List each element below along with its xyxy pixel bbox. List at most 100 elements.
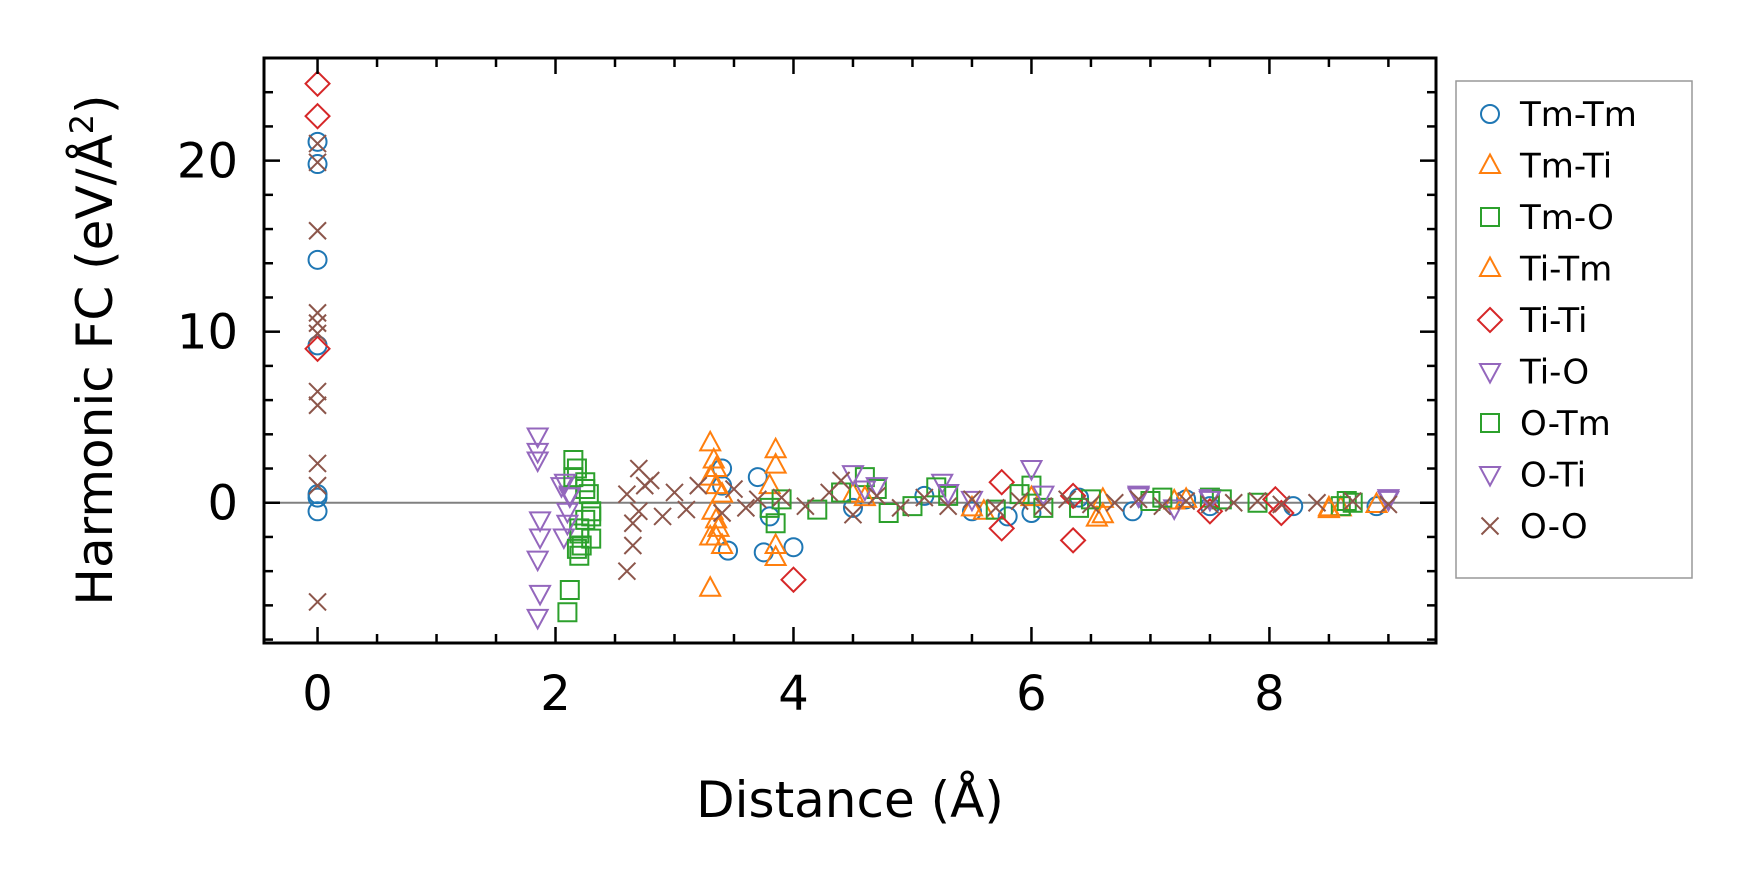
data-point [528, 511, 552, 533]
data-point [783, 537, 804, 558]
legend-item: Ti-Ti [1476, 301, 1588, 341]
axis-ticks [264, 56, 1436, 643]
legend-item: Ti-O [1478, 353, 1589, 393]
series-Tm-O [557, 449, 1363, 623]
data-point [304, 70, 331, 98]
data-point [623, 536, 643, 555]
legend-item: Tm-O [1480, 198, 1614, 238]
data-point [853, 480, 877, 503]
data-point [617, 484, 637, 504]
data-point [528, 584, 552, 607]
data-point [1176, 491, 1196, 511]
data-point [915, 488, 934, 507]
data-point [665, 483, 684, 502]
data-point [1019, 460, 1044, 482]
data-point [308, 396, 327, 415]
legend-label: O-Ti [1520, 456, 1586, 496]
data-point [308, 153, 327, 172]
y-axis-title-superscript: 2 [63, 114, 101, 134]
data-point [1091, 501, 1115, 524]
data-point [689, 476, 708, 495]
data-point [563, 467, 584, 488]
y-axis-title-main: Harmonic FC (eV/Å [66, 134, 124, 605]
series-Tm-Ti [698, 429, 1389, 597]
data-point [1122, 501, 1143, 522]
data-point [1021, 503, 1042, 523]
data-point [1081, 495, 1101, 514]
data-point [308, 221, 327, 240]
y-axis-title: Harmonic FC (eV/Å2) [63, 94, 124, 605]
data-point [1162, 499, 1186, 521]
data-point [988, 468, 1016, 496]
data-point [525, 550, 550, 573]
data-point [307, 501, 328, 522]
data-point [902, 496, 923, 517]
tick-labels: 0 2 4 6 8 0 10 20 [177, 134, 1285, 722]
legend-marker [1478, 152, 1502, 174]
data-point [796, 496, 815, 516]
data-point [854, 467, 875, 488]
data-point [841, 465, 865, 487]
data-point [763, 544, 788, 566]
data-point [831, 471, 851, 490]
data-point [960, 494, 984, 517]
data-point [1009, 484, 1030, 505]
data-point [1085, 505, 1109, 527]
data-point [1152, 487, 1173, 508]
data-point [988, 514, 1016, 542]
data-point [1307, 493, 1327, 512]
data-point [1267, 499, 1295, 527]
data-point [865, 477, 889, 499]
data-point [1069, 497, 1090, 518]
data-point [629, 502, 649, 521]
legend-marker [1476, 306, 1504, 334]
data-point [843, 505, 863, 524]
legend-marker [1480, 207, 1500, 227]
data-point [747, 467, 768, 488]
x-tick-label: 0 [302, 666, 333, 722]
data-point [712, 503, 732, 523]
data-point [1126, 487, 1151, 509]
data-point [1033, 497, 1054, 518]
data-point [1031, 485, 1056, 508]
legend-item: O-O [1480, 507, 1588, 547]
legend-item: O-Ti [1478, 456, 1586, 496]
data-point [304, 335, 331, 363]
data-point [867, 486, 886, 506]
legend-item: O-Tm [1480, 404, 1611, 444]
data-point [1376, 490, 1401, 513]
data-point [1200, 495, 1220, 514]
data-point [307, 249, 328, 270]
series-O-Ti [525, 451, 1401, 537]
data-point [938, 496, 958, 516]
data-point [557, 602, 578, 623]
data-point [698, 575, 722, 597]
data-point [1129, 490, 1148, 509]
legend-label: Ti-Ti [1519, 301, 1588, 341]
data-point [710, 481, 734, 503]
data-point [718, 540, 739, 561]
data-point [308, 382, 327, 401]
data-point [566, 458, 587, 479]
data-point [1379, 495, 1398, 514]
data-point [308, 476, 327, 495]
data-point [772, 488, 791, 507]
data-point [807, 499, 828, 520]
x-tick-label: 4 [778, 666, 809, 722]
data-point [1059, 482, 1087, 510]
data-point [308, 134, 327, 153]
data-point [698, 429, 722, 452]
x-axis-title: Distance (Å) [696, 771, 1004, 829]
data-point [308, 454, 327, 473]
data-point [1224, 493, 1243, 512]
data-point [962, 490, 982, 509]
data-point [1199, 487, 1220, 508]
data-point [763, 436, 788, 459]
data-point [702, 446, 726, 469]
legend-marker [1478, 466, 1502, 488]
data-point [704, 523, 728, 546]
series-Tm-Tm [307, 131, 1387, 563]
data-point [1196, 497, 1224, 525]
series-Ti-O [525, 427, 1401, 631]
data-point [1198, 490, 1222, 513]
